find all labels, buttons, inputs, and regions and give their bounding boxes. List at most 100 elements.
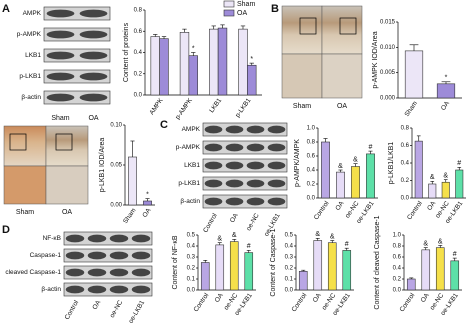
blot-row-label: β-actin	[41, 286, 61, 293]
blot-band	[65, 268, 85, 277]
y-tick-label: 0.2	[134, 71, 143, 77]
bar	[366, 153, 375, 199]
significance-marker: &	[217, 236, 222, 243]
bar	[406, 278, 416, 291]
bar	[298, 270, 308, 291]
blot-band	[225, 161, 244, 170]
blot-band	[79, 93, 108, 102]
blot-row	[202, 176, 288, 191]
y-axis-label: p-AMPK IOD/Area	[372, 31, 379, 88]
y-tick-label: 0.1	[285, 277, 294, 283]
blot-band	[246, 179, 265, 188]
y-tick-label: 0.00	[110, 203, 122, 209]
y-axis-label: Content of cleaved Caspase-1	[374, 215, 381, 309]
y-tick-label: 0.2	[401, 178, 410, 184]
y-tick-label: 0.010	[380, 45, 396, 51]
x-tick-label: Sham	[404, 100, 419, 118]
bar	[143, 200, 152, 206]
significance-marker: &	[443, 172, 448, 179]
bar	[414, 140, 423, 199]
y-tick-label: 0.8	[393, 244, 402, 250]
blot-band	[225, 125, 244, 134]
blot-band	[131, 234, 151, 243]
y-tick-label: 0.6	[393, 255, 402, 261]
significance-marker: *	[192, 45, 195, 52]
significance-marker: &	[438, 238, 443, 245]
bar	[336, 171, 345, 199]
blot-band	[79, 30, 108, 39]
y-tick-label: 0.4	[134, 50, 143, 56]
bar	[188, 55, 198, 96]
blot-band	[46, 93, 75, 102]
blot-band	[87, 251, 107, 260]
blot-band	[267, 143, 286, 152]
blot-row-label: LKB1	[184, 162, 200, 169]
bar	[209, 28, 219, 96]
y-tick-label: 0.4	[401, 161, 410, 167]
blot-band	[131, 268, 151, 277]
blot-band	[204, 125, 223, 134]
y-tick-label: 0.005	[380, 70, 396, 76]
bar	[215, 244, 225, 291]
blot-band	[267, 161, 286, 170]
blot-row	[202, 122, 288, 137]
blot-row-label: p-AMPK	[176, 144, 201, 151]
significance-marker: &	[430, 174, 435, 181]
y-tick-label: 0.0	[134, 93, 143, 99]
bar	[404, 50, 424, 99]
y-tick-label: 1.0	[393, 233, 402, 239]
blot-band	[267, 197, 286, 206]
blot-band	[65, 234, 85, 243]
significance-marker: &	[330, 233, 335, 240]
blot-row	[202, 158, 288, 173]
y-tick-label: 0.0	[187, 288, 196, 294]
y-tick-label: 0.0	[401, 196, 410, 202]
bar	[321, 141, 330, 199]
y-tick-label: 0.6	[307, 154, 316, 160]
y-tick-label: 0.4	[285, 244, 294, 250]
x-tick-label: OA	[440, 100, 452, 112]
y-tick-label: 0.05	[110, 163, 122, 169]
blot-row-label: AMPK	[23, 10, 42, 17]
bar	[150, 36, 160, 96]
x-tick-label: Sham	[122, 207, 137, 225]
blot-band	[131, 251, 151, 260]
blot-band	[87, 268, 107, 277]
blot-band	[46, 51, 75, 60]
legend-swatch	[223, 9, 235, 17]
y-tick-label: 0.2	[307, 182, 316, 188]
x-tick-label: OA	[426, 200, 438, 212]
blot-band	[109, 251, 129, 260]
blot-band	[46, 9, 75, 18]
blot-band	[246, 161, 265, 170]
blot-band	[225, 143, 244, 152]
x-tick-label: OA	[420, 292, 432, 304]
blot-row-label: p-LKB1	[19, 73, 41, 80]
blot-row	[63, 282, 153, 297]
x-tick-label: OA	[141, 207, 153, 219]
x-tick-label: p-LKB1	[234, 97, 252, 119]
blot-row-label: p-AMPK	[17, 31, 42, 38]
y-tick-label: 0.8	[134, 8, 143, 14]
blot-column-label: Control	[202, 212, 219, 234]
panel-label: C	[160, 119, 168, 131]
y-axis-label: p-LKB1/LKB1	[388, 142, 395, 185]
blot-band	[109, 268, 129, 277]
y-tick-label: 0.2	[393, 277, 402, 283]
blot-row-label: AMPK	[182, 126, 201, 133]
x-tick-label: Control	[406, 200, 424, 222]
blot-row	[202, 194, 288, 209]
blot-band	[109, 285, 129, 294]
blot-band	[65, 251, 85, 260]
blot-band	[79, 72, 108, 81]
blot-band	[87, 285, 107, 294]
blot-row-label: cleaved Caspase-1	[5, 269, 61, 276]
bar	[244, 252, 254, 291]
panel-label: B	[271, 3, 279, 15]
blot-column-label: OA	[88, 115, 98, 122]
y-tick-label: 0.000	[380, 96, 396, 102]
blot-band	[204, 143, 223, 152]
y-tick-label: 0.5	[285, 233, 294, 239]
x-tick-label: Control	[193, 292, 211, 314]
